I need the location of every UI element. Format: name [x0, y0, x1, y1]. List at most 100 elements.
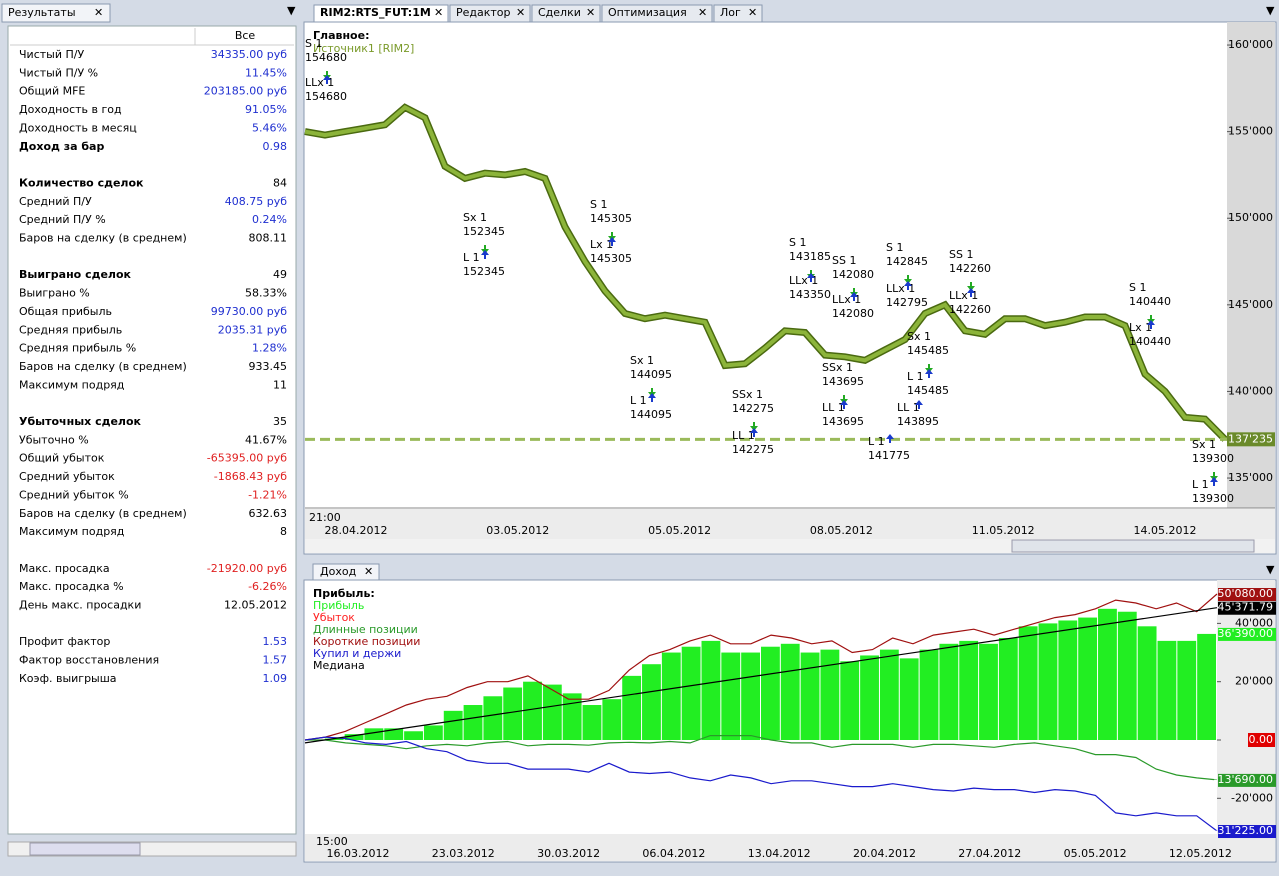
- trade-arrow: [807, 273, 815, 282]
- row-label: Макс. просадка: [19, 562, 110, 575]
- trade-arrow: [886, 434, 894, 443]
- row-value: 2035.31 руб: [218, 323, 287, 336]
- trade-label: LL 1: [732, 429, 755, 442]
- equity-line: [304, 736, 1218, 832]
- profit-bar: [959, 640, 979, 740]
- row-label: Убыточно %: [19, 433, 89, 446]
- trade-arrow: [925, 364, 933, 373]
- row-value: 808.11: [249, 232, 288, 245]
- row-value: 408.75 руб: [225, 195, 287, 208]
- results-table: [7, 25, 297, 835]
- x-tick-label: 08.05.2012: [810, 524, 873, 537]
- trade-arrow: [648, 393, 656, 402]
- trade-arrow: [608, 237, 616, 246]
- scroll-thumb[interactable]: [29, 842, 141, 856]
- trade-label: LLx 1: [789, 274, 818, 287]
- tab[interactable]: [449, 4, 531, 23]
- close-icon[interactable]: ✕: [434, 6, 443, 19]
- x-tick-label: 20.04.2012: [853, 847, 916, 860]
- trade-price: 152345: [463, 265, 505, 278]
- profit-bar: [1117, 611, 1137, 740]
- close-icon[interactable]: ✕: [748, 6, 757, 19]
- trade-label: LL 1: [897, 401, 920, 414]
- tab-label: Лог: [720, 6, 741, 19]
- zero-box: [1248, 732, 1275, 747]
- close-icon[interactable]: ✕: [516, 6, 525, 19]
- trade-price: 154680: [305, 51, 347, 64]
- trade-price: 145305: [590, 252, 632, 265]
- row-value: 1.09: [263, 672, 288, 685]
- trade-price: 143895: [897, 415, 939, 428]
- x-tick-label: 16.03.2012: [327, 847, 390, 860]
- close-icon[interactable]: ✕: [586, 6, 595, 19]
- x-tick-label: 05.05.2012: [648, 524, 711, 537]
- profit-bar: [820, 649, 840, 740]
- trade-price: 142080: [832, 268, 874, 281]
- profit-bar: [1018, 626, 1038, 740]
- time-label: 15:00: [316, 835, 348, 848]
- trade-arrow: [323, 75, 331, 84]
- tab[interactable]: [313, 4, 449, 23]
- menu-arrow[interactable]: ▼: [287, 4, 296, 17]
- y-tick-label: 150'000: [1228, 211, 1273, 224]
- row-label: День макс. просадки: [19, 599, 141, 612]
- profit-bar: [1058, 620, 1078, 740]
- profit-bar: [939, 643, 959, 740]
- close-icon[interactable]: ✕: [94, 6, 103, 19]
- trade-label: SS 1: [832, 254, 856, 267]
- end-box: [1218, 588, 1276, 602]
- trade-price: 142845: [886, 255, 928, 268]
- trade-arrow: [608, 232, 616, 241]
- trade-label: L 1: [463, 251, 480, 264]
- row-value: 0.24%: [252, 213, 287, 226]
- profit-tab[interactable]: [312, 563, 380, 581]
- close-icon[interactable]: ✕: [698, 6, 707, 19]
- row-label: Профит фактор: [19, 635, 110, 648]
- column-header: Все: [235, 29, 256, 42]
- trade-label: L 1: [907, 370, 924, 383]
- close-icon[interactable]: ✕: [364, 565, 373, 578]
- trade-label: S 1: [789, 236, 806, 249]
- row-label: Средний П/У %: [19, 213, 106, 226]
- legend-entry: Длинные позиции: [313, 623, 418, 636]
- trade-price: 152345: [463, 225, 505, 238]
- trade-label: LLx 1: [949, 289, 978, 302]
- row-value: 5.46%: [252, 121, 287, 134]
- y-tick-label: 145'000: [1228, 298, 1273, 311]
- trade-arrow: [648, 388, 656, 397]
- trade-arrow: [915, 400, 923, 409]
- trade-arrow: [967, 282, 975, 291]
- scroll-thumb[interactable]: [1011, 539, 1255, 553]
- trade-label: L 1: [630, 394, 647, 407]
- end-label: 45'371.79: [1217, 601, 1273, 614]
- trade-price: 143695: [822, 375, 864, 388]
- x-tick-label: 30.03.2012: [537, 847, 600, 860]
- tab[interactable]: [713, 4, 763, 23]
- menu-arrow[interactable]: ▼: [1266, 563, 1275, 576]
- x-tick-label: 11.05.2012: [972, 524, 1035, 537]
- profit-bar: [1157, 640, 1177, 740]
- profit-bar: [1098, 608, 1117, 740]
- profit-bar: [503, 687, 523, 740]
- y-tick-label: 160'000: [1228, 38, 1273, 51]
- row-label: Чистый П/У %: [19, 66, 98, 79]
- row-label: Общая прибыль: [19, 305, 112, 318]
- row-value: 1.57: [263, 654, 288, 667]
- tab[interactable]: [601, 4, 713, 23]
- menu-arrow[interactable]: ▼: [1266, 4, 1275, 17]
- trade-price: 145485: [907, 344, 949, 357]
- tab[interactable]: [531, 4, 601, 23]
- profit-bar: [800, 652, 820, 740]
- trade-label: S 1: [305, 37, 322, 50]
- trade-price: 139300: [1192, 492, 1234, 505]
- results-tab[interactable]: [1, 3, 111, 23]
- equity-line: [304, 607, 1218, 744]
- trade-label: Sx 1: [630, 354, 654, 367]
- price-axis: [1227, 22, 1275, 508]
- end-label: 50'080.00: [1217, 587, 1273, 600]
- profit-bar: [523, 681, 542, 740]
- profit-bar: [602, 699, 622, 740]
- end-label: -31'225.00: [1214, 824, 1273, 837]
- trade-arrow: [481, 245, 489, 254]
